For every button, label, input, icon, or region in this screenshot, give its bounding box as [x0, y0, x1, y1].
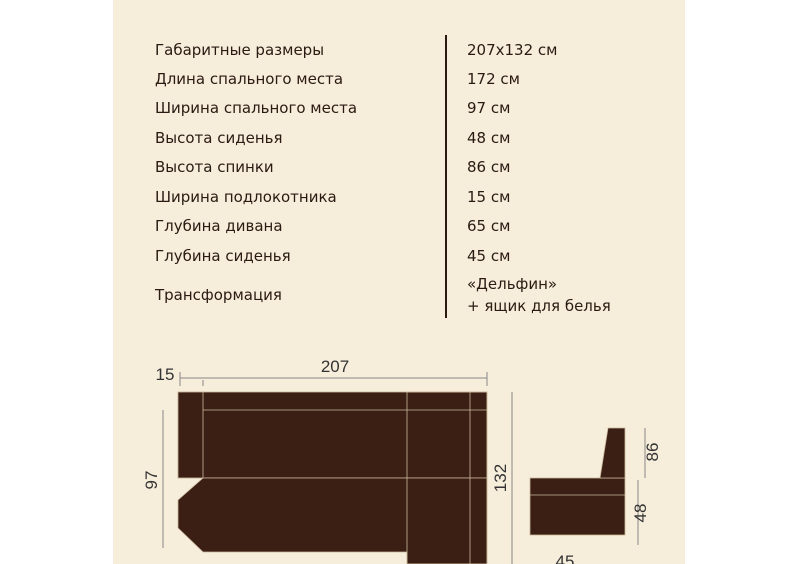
spec-text: Высота спинки	[155, 158, 274, 176]
spec-text: Глубина сиденья	[155, 247, 291, 265]
spec-text: 172 см	[467, 70, 520, 88]
dim-label: 86	[643, 443, 662, 462]
dim-label: 45	[556, 552, 575, 564]
spec-text: 207x132 см	[467, 41, 558, 59]
spec-text: 45 см	[467, 247, 511, 265]
spec-text: 65 см	[467, 217, 511, 235]
spec-text: Высота сиденья	[155, 129, 283, 147]
spec-text: Ширина спального места	[155, 99, 358, 117]
spec-text: 15 см	[467, 188, 511, 206]
dim-label: 15	[156, 365, 175, 384]
spec-text: 48 см	[467, 129, 511, 147]
spec-text: 86 см	[467, 158, 511, 176]
spec-text: 97 см	[467, 99, 511, 117]
divider	[445, 35, 447, 318]
spec-text: «Дельфин»	[467, 275, 558, 293]
spec-text: Габаритные размеры	[155, 41, 325, 59]
spec-text: Длина спального места	[155, 70, 344, 88]
dim-label: 207	[321, 357, 349, 376]
dim-label: 132	[491, 464, 510, 492]
dim-label: 97	[142, 471, 161, 490]
spec-text: Трансформация	[155, 286, 282, 304]
spec-text: + ящик для белья	[467, 297, 611, 315]
spec-text: Ширина подлокотника	[155, 188, 337, 206]
dim-label: 48	[631, 504, 650, 523]
spec-text: Глубина дивана	[155, 217, 283, 235]
